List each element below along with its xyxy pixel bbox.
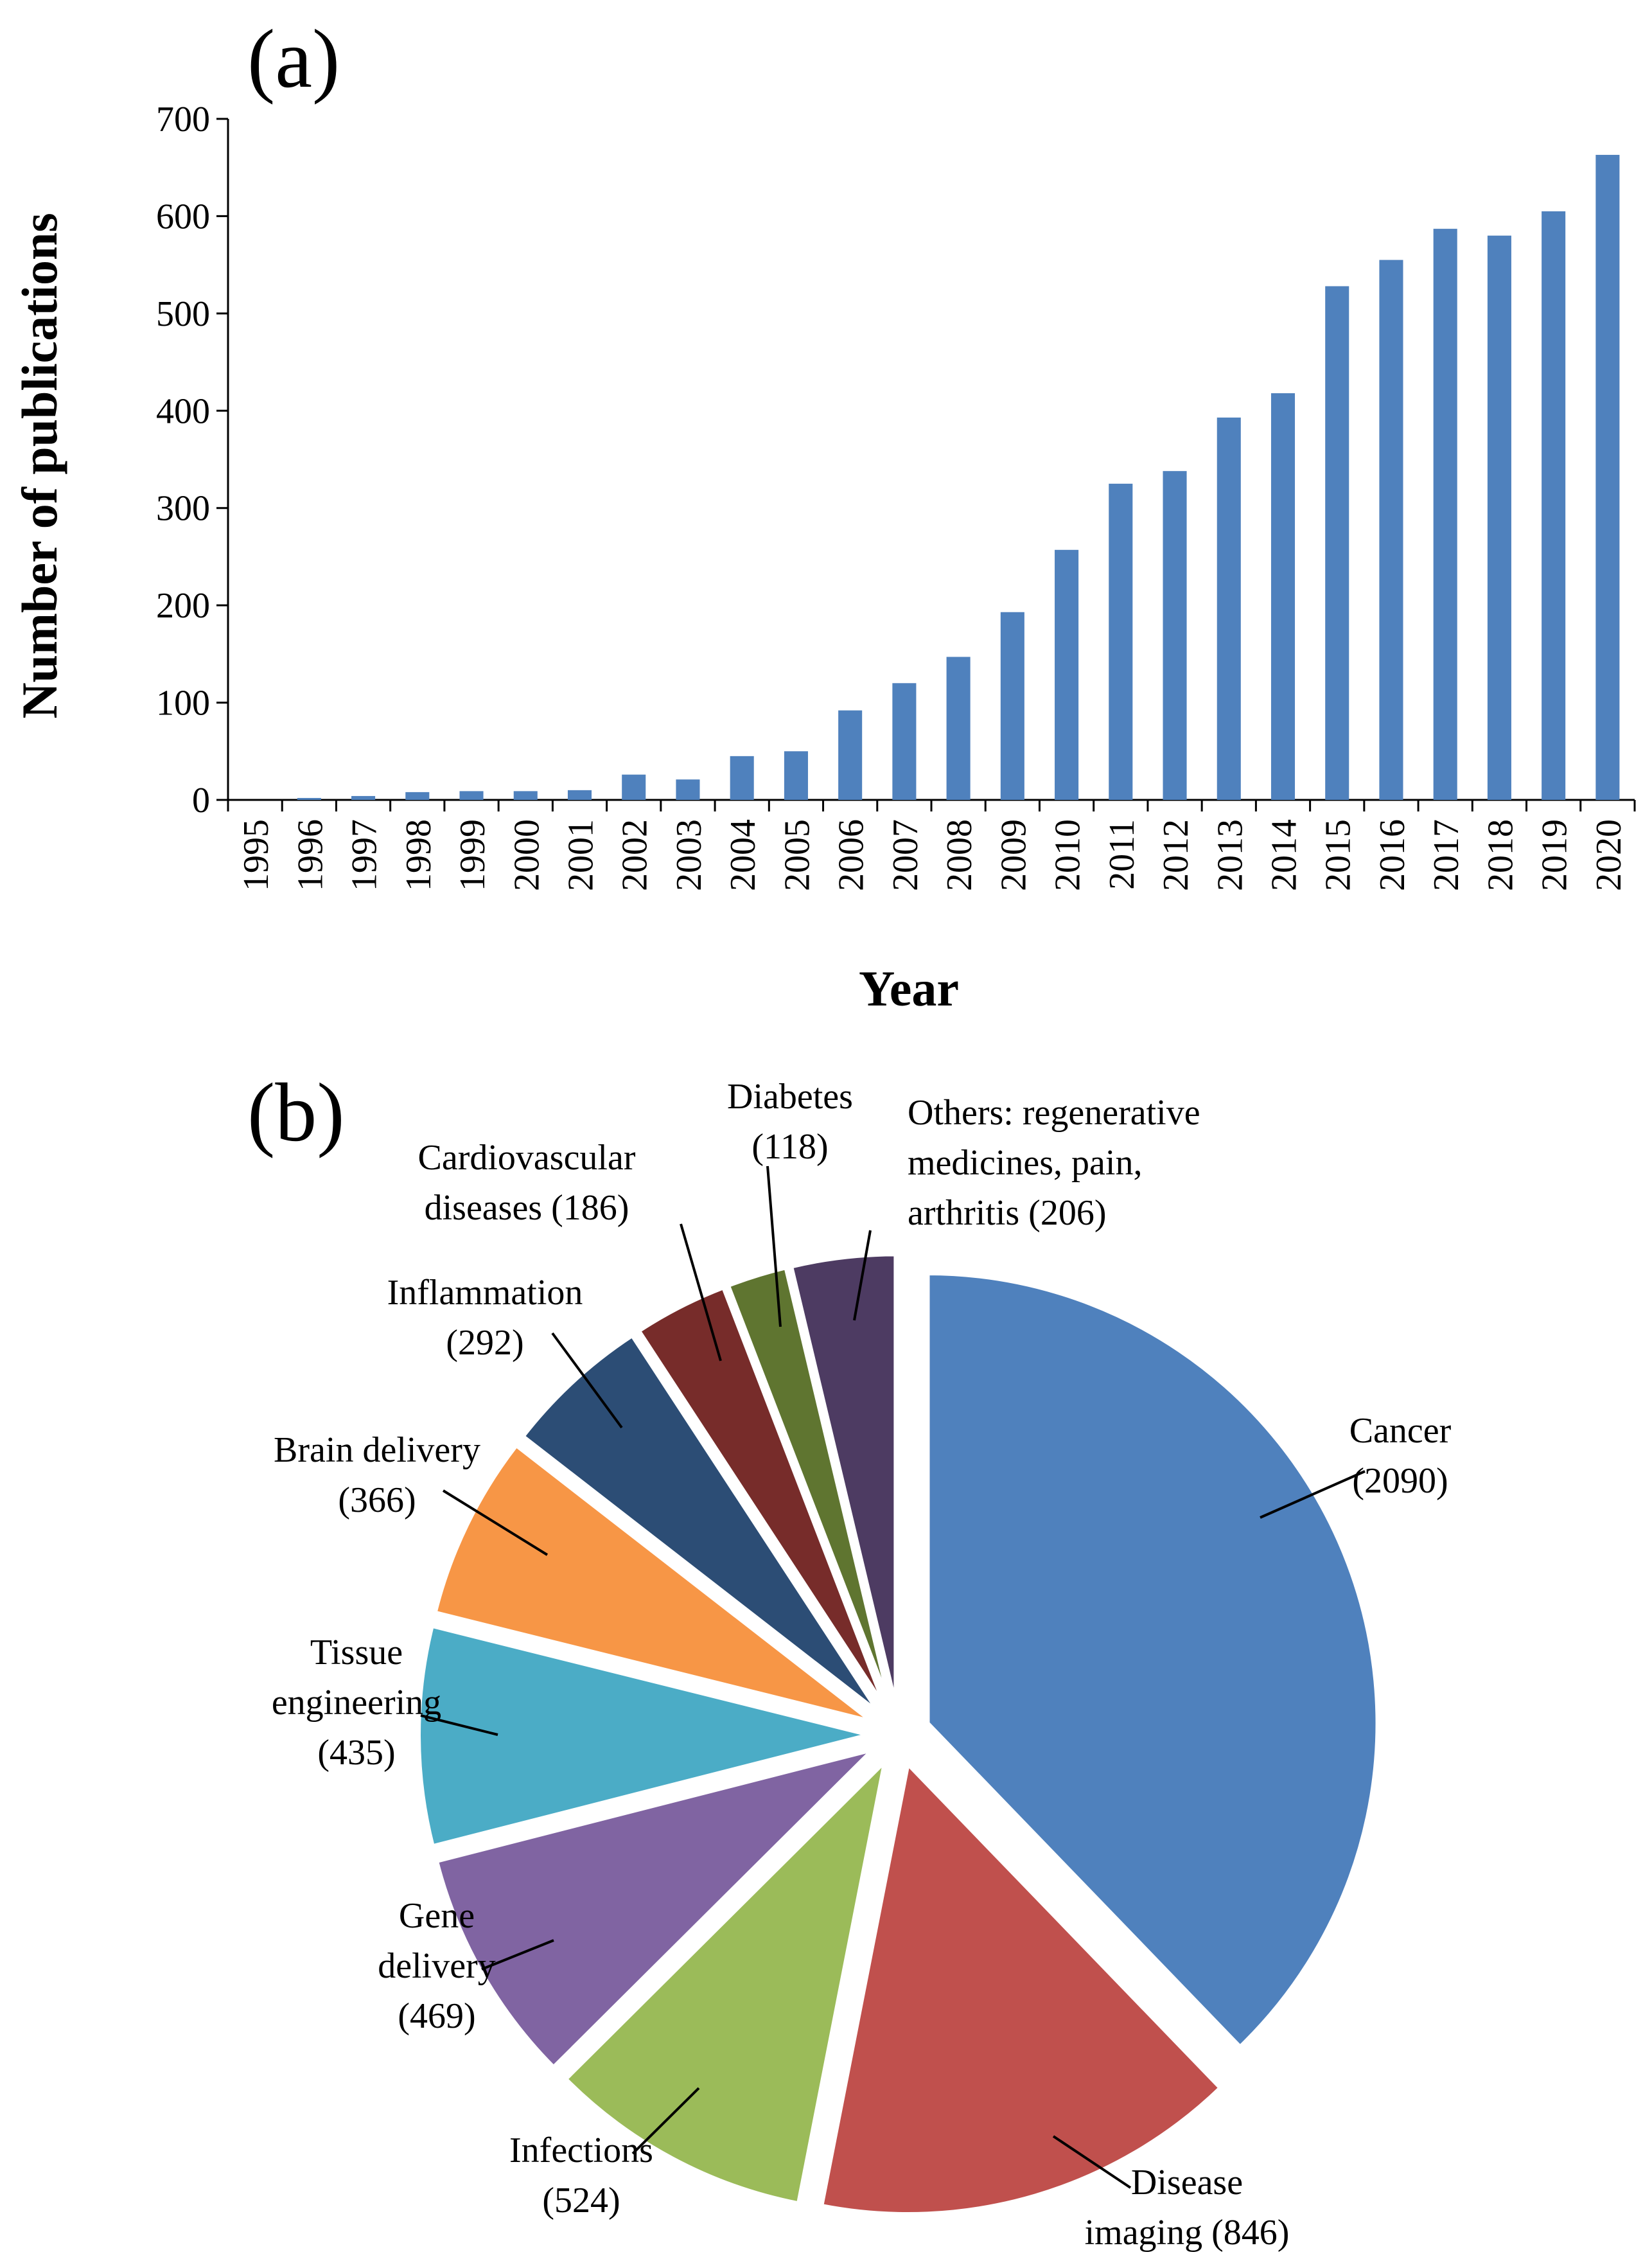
bar-chart: 0 100 200 300 400 500 600 700 1995 1996 1997 1998 19…	[12, 100, 1636, 1016]
pie-label-inflammation: Inflammation (292)	[387, 1273, 583, 1363]
x-tick-label: 2003	[669, 819, 709, 891]
y-tick-label: 200	[156, 586, 210, 626]
bar-2003	[676, 779, 700, 800]
bar-2015	[1325, 286, 1349, 800]
leader-line	[853, 1230, 872, 1321]
pie-slice-diabetes	[726, 1265, 892, 1706]
x-tick-label: 2017	[1427, 819, 1466, 891]
y-tick-label: 600	[156, 197, 210, 236]
pie-slice-disease-imaging	[819, 1760, 1224, 2217]
leader-line	[766, 1165, 782, 1327]
bar-2004	[730, 756, 754, 800]
bar-1996	[297, 797, 321, 800]
x-tick-label: 2007	[886, 819, 926, 891]
bar-2011	[1109, 483, 1133, 800]
leader-line	[680, 1223, 722, 1361]
bar-2014	[1270, 393, 1296, 800]
bar-1997	[351, 795, 376, 800]
x-tick-label: 2000	[507, 819, 547, 891]
pie-slice-inflammation	[520, 1333, 880, 1714]
leader-line	[551, 1332, 623, 1429]
pie-label-cardiovascular-diseases: Cardiovascular diseases (186)	[418, 1138, 636, 1228]
bar-1999	[459, 791, 484, 800]
x-axis-title: Year	[859, 961, 959, 1016]
x-tick-label: 2004	[723, 819, 763, 891]
bar-1998	[405, 792, 430, 800]
y-tick-label: 100	[156, 684, 210, 723]
pie-label-infections: Infections (524)	[509, 2131, 653, 2220]
x-tick-label: 2013	[1210, 819, 1250, 891]
x-tick-label: 2018	[1481, 819, 1520, 891]
leader-line	[631, 2087, 700, 2155]
x-tick-label: 2020	[1589, 819, 1629, 891]
y-tick-label: 500	[156, 294, 210, 334]
leader-line	[1260, 1470, 1366, 1519]
x-tick-label: 2010	[1048, 819, 1088, 891]
x-tick-label: 2001	[561, 819, 601, 891]
bar-2012	[1163, 471, 1187, 800]
panel-b-label: (b)	[247, 1067, 345, 1159]
pie-label-diabetes: Diabetes (118)	[727, 1077, 853, 1167]
pie-label-brain-delivery: Brain delivery (366)	[274, 1430, 480, 1520]
x-tick-label: 2016	[1373, 819, 1412, 891]
y-tick-label: 700	[156, 100, 210, 139]
bar-2010	[1055, 549, 1079, 800]
bar-2006	[838, 710, 863, 800]
pie-label-cancer: Cancer (2090)	[1349, 1411, 1452, 1501]
x-tick-label: 2011	[1102, 819, 1142, 890]
pie-slice-tissue-engineering	[417, 1624, 869, 1848]
x-tick-label: 1999	[453, 819, 493, 891]
pie-slice-cardiovascular-diseases	[636, 1285, 887, 1708]
bar-2000	[513, 791, 538, 800]
bar-2017	[1433, 229, 1457, 801]
pie-slice-gene-delivery	[434, 1746, 879, 2070]
x-tick-label: 2019	[1535, 819, 1575, 891]
pie-label-others-regenerative-medicines-pain-arthritis: Others: regenerative medicines, pain, arth…	[908, 1093, 1200, 1233]
bar-2018	[1487, 235, 1511, 800]
x-tick-label: 2009	[994, 819, 1033, 891]
leader-line	[420, 1714, 498, 1736]
leader-line	[442, 1489, 549, 1556]
x-tick-label: 1996	[290, 819, 330, 891]
pie-slice-brain-delivery	[432, 1442, 873, 1723]
bar-2020	[1595, 155, 1620, 800]
bar-2008	[946, 657, 971, 800]
bar-2002	[622, 774, 646, 800]
x-tick-label: 2008	[940, 819, 980, 891]
bar-2005	[784, 751, 808, 800]
x-tick-label: 2006	[832, 819, 872, 891]
x-tick-label: 2002	[615, 819, 655, 891]
x-tick-label: 1995	[236, 819, 276, 891]
leader-line	[481, 1939, 554, 1971]
x-tick-label: 1998	[399, 819, 439, 891]
x-tick-label: 1997	[345, 819, 385, 891]
y-tick-label: 400	[156, 391, 210, 431]
pie-label-disease-imaging: Disease imaging (846)	[1085, 2163, 1290, 2253]
x-tick-label: 2005	[777, 819, 817, 891]
pie-chart: Cancer (2090) Disease imaging (846) Infectio…	[272, 1077, 1452, 2253]
pie-slice-others-regenerative-medicines-pain-arthritis	[789, 1252, 898, 1705]
bar-2019	[1542, 211, 1566, 800]
panel-a-label: (a)	[247, 13, 340, 105]
bar-2016	[1379, 260, 1403, 801]
y-axis-title: Number of publications	[12, 213, 67, 718]
y-tick-label: 0	[192, 781, 210, 820]
x-tick-label: 2015	[1319, 819, 1358, 891]
pie-slice-infections	[563, 1756, 888, 2206]
pie-label-gene-delivery: Gene delivery (469)	[378, 1896, 495, 2036]
x-tick-label: 2012	[1156, 819, 1196, 891]
bar-2007	[892, 683, 917, 800]
bar-2013	[1217, 417, 1241, 800]
pie-label-tissue-engineering: Tissue engineering (435)	[272, 1633, 441, 1773]
y-tick-label: 300	[156, 489, 210, 529]
x-tick-label: 2014	[1265, 819, 1305, 891]
bar-2009	[1000, 612, 1024, 800]
leader-line	[1052, 2135, 1132, 2189]
bar-2001	[567, 790, 592, 800]
pie-slice-cancer	[926, 1271, 1380, 2050]
